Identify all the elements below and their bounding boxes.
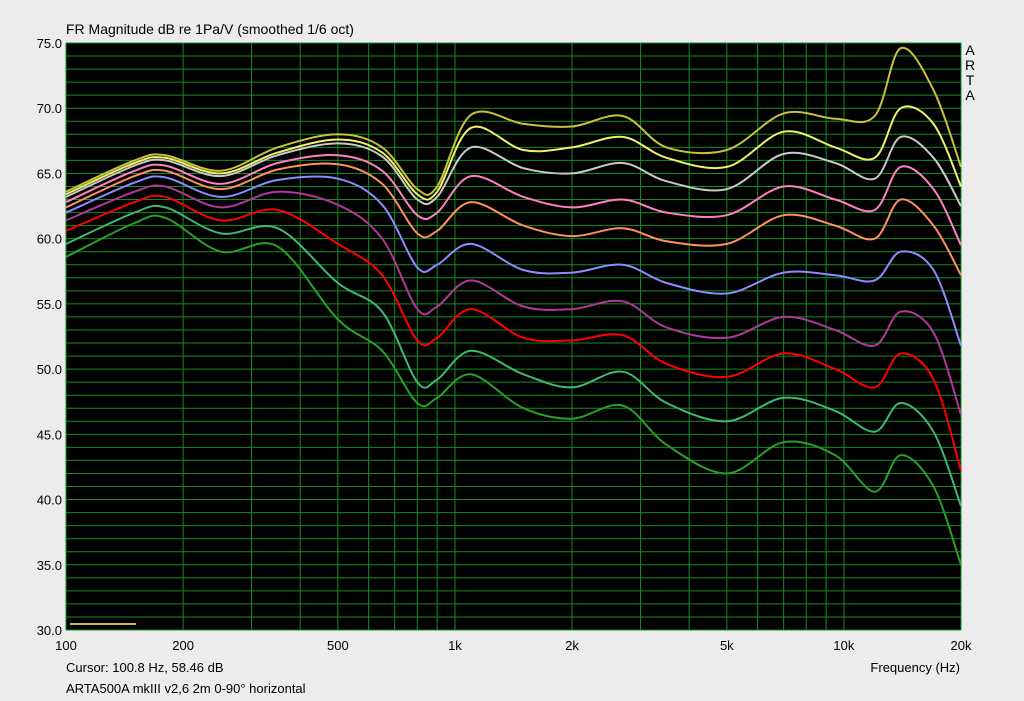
y-tick-label: 35.0 <box>37 558 62 573</box>
x-tick-label: 200 <box>172 638 194 653</box>
y-tick-label: 70.0 <box>37 101 62 116</box>
series-line-4 <box>65 153 962 246</box>
series-line-8 <box>65 194 962 472</box>
chart-title: FR Magnitude dB re 1Pa/V (smoothed 1/6 o… <box>66 21 354 37</box>
series-line-1 <box>65 46 962 196</box>
x-tick-label: 5k <box>720 638 734 653</box>
measurement-caption: ARTA500A mkIII v2,6 2m 0-90° horizontal <box>66 681 306 696</box>
x-tick-label: 100 <box>55 638 77 653</box>
y-tick-label: 40.0 <box>37 493 62 508</box>
series-line-3 <box>65 135 962 207</box>
axis-ticks: 30.0 35.0 40.0 45.0 50.0 55.0 60.0 65.0 70.0 75.0… <box>37 36 972 653</box>
x-tick-label: 1k <box>448 638 462 653</box>
series-line-6 <box>65 175 962 346</box>
cursor-readout: Cursor: 100.8 Hz, 58.46 dB <box>66 660 224 675</box>
plot-area[interactable] <box>66 43 961 630</box>
brand-letter: A <box>965 42 975 58</box>
y-tick-label: 45.0 <box>37 427 62 442</box>
series-line-7 <box>65 184 962 416</box>
y-tick-label: 50.0 <box>37 362 62 377</box>
y-tick-label: 75.0 <box>37 36 62 51</box>
series-line-10 <box>65 214 962 566</box>
x-tick-label: 2k <box>565 638 579 653</box>
x-tick-label: 20k <box>951 638 972 653</box>
series-line-2 <box>65 105 962 201</box>
series-line-5 <box>65 162 962 276</box>
y-tick-label: 60.0 <box>37 232 62 247</box>
brand-letter: R <box>964 57 976 73</box>
brand-letter: A <box>965 87 975 103</box>
y-tick-label: 55.0 <box>37 297 62 312</box>
series-line-9 <box>65 204 962 507</box>
x-axis-label: Frequency (Hz) <box>870 660 960 675</box>
x-tick-label: 500 <box>327 638 349 653</box>
series-layer <box>65 46 962 566</box>
brand-letter: T <box>965 72 975 88</box>
grid-lines <box>65 42 962 631</box>
x-tick-label: 10k <box>833 638 854 653</box>
arta-brand-label: A R T A <box>963 43 977 103</box>
y-tick-label: 65.0 <box>37 166 62 181</box>
y-tick-label: 30.0 <box>37 623 62 638</box>
